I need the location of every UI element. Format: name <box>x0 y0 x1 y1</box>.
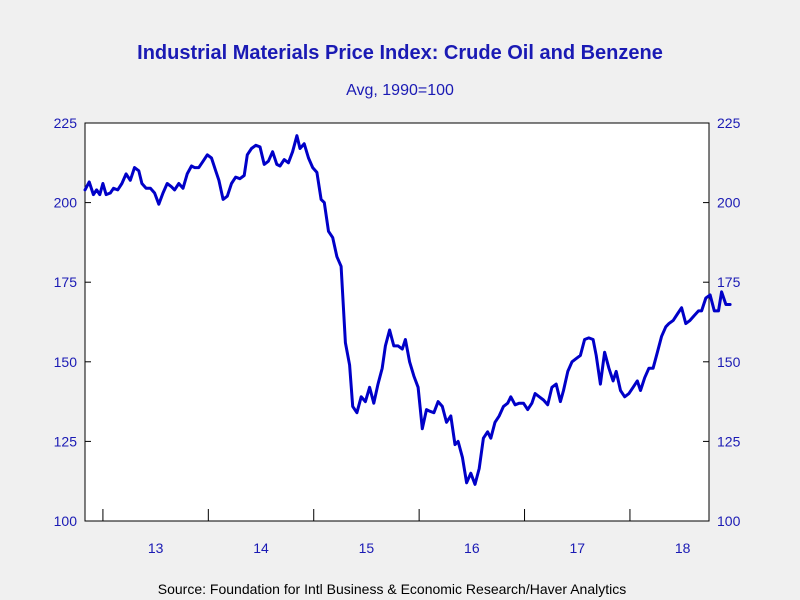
y-tick-label-right: 150 <box>717 354 741 370</box>
chart-subtitle: Avg, 1990=100 <box>346 82 454 99</box>
y-tick-label-left: 125 <box>54 433 78 449</box>
x-axis: 13 14 15 16 17 18 <box>102 509 691 556</box>
x-tick-label: 18 <box>675 540 691 556</box>
y-tick-label-right: 125 <box>717 433 741 449</box>
y-tick-label-right: 200 <box>717 195 741 211</box>
y-axis-right: 100 125 150 175 200 225 <box>703 115 741 529</box>
x-tick-label: 17 <box>569 540 585 556</box>
x-tick-label: 13 <box>148 540 164 556</box>
y-axis-left: 100 125 150 175 200 225 <box>54 115 91 529</box>
x-tick-label: 14 <box>253 540 269 556</box>
y-tick-label-left: 175 <box>54 274 78 290</box>
x-tick-label: 16 <box>464 540 480 556</box>
series-line <box>83 134 732 486</box>
y-tick-label-left: 150 <box>54 354 78 370</box>
chart-title: Industrial Materials Price Index: Crude … <box>137 42 663 64</box>
y-tick-label-right: 175 <box>717 274 741 290</box>
y-tick-label-right: 225 <box>717 115 741 131</box>
plot-area <box>84 122 710 522</box>
x-tick-label: 15 <box>359 540 375 556</box>
y-tick-label-right: 100 <box>717 513 741 529</box>
y-tick-label-left: 100 <box>54 513 78 529</box>
source-note: Source: Foundation for Intl Business & E… <box>158 581 626 597</box>
y-tick-label-left: 225 <box>54 115 78 131</box>
y-tick-label-left: 200 <box>54 195 78 211</box>
